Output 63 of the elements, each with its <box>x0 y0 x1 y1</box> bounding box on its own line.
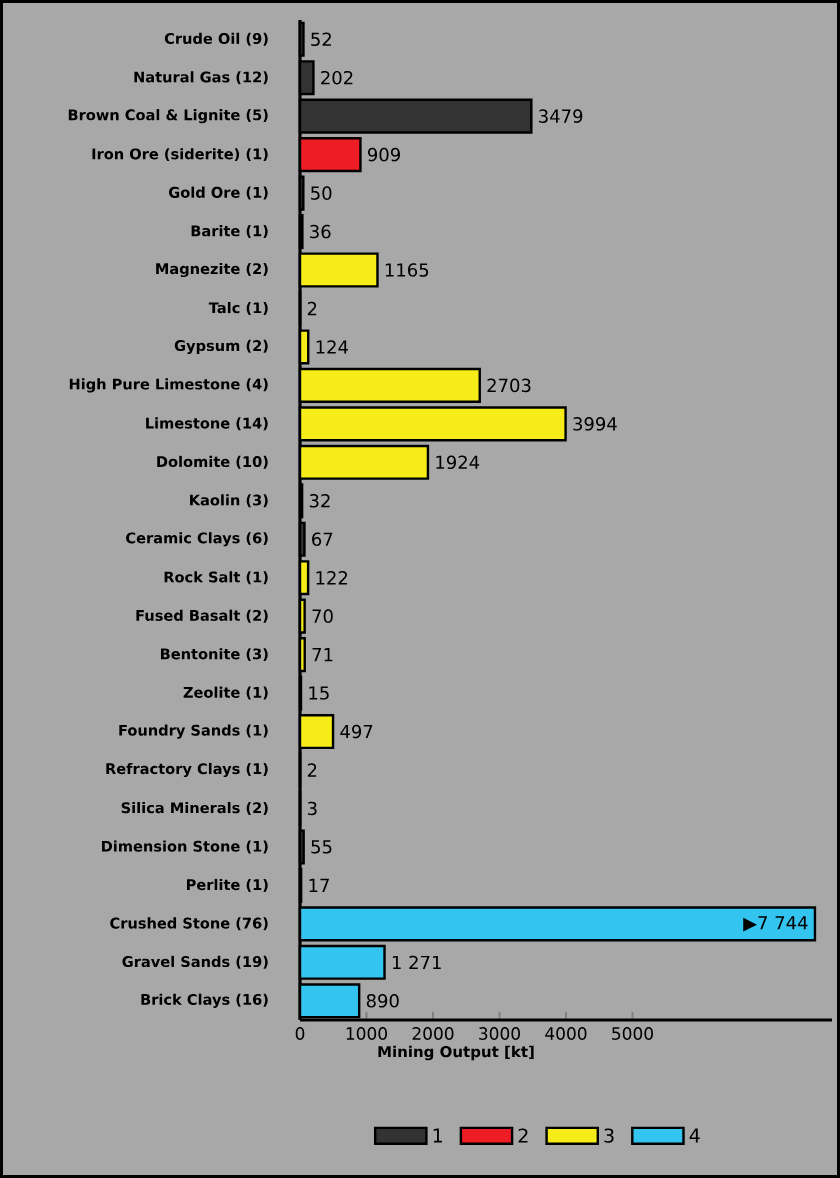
data-label: 67 <box>312 532 333 547</box>
y-tick-label: Crude Oil (9) <box>164 32 268 46</box>
x-axis-title: Mining Output [kt] <box>378 1045 534 1061</box>
data-label: 202 <box>321 70 353 85</box>
y-tick-label: Gold Ore (1) <box>169 186 268 200</box>
data-label: 71 <box>312 648 333 662</box>
x-tick-label: 4000 <box>545 1027 587 1040</box>
data-label: 52 <box>311 32 331 47</box>
legend-label: 4 <box>689 1128 700 1143</box>
y-tick-label: Zeolite (1) <box>183 686 268 700</box>
data-label: 50 <box>311 186 332 200</box>
data-label: 890 <box>366 993 399 1008</box>
data-label: 32 <box>309 493 330 508</box>
y-tick-label: Foundry Sands (1) <box>119 724 268 739</box>
data-label: 2 <box>307 763 317 777</box>
y-tick-label: Crushed Stone (76) <box>110 917 268 931</box>
data-label: ▶7 744 <box>743 916 808 932</box>
y-tick-label: Natural Gas (12) <box>134 71 268 85</box>
y-tick-label: Brick Clays (16) <box>141 993 268 1008</box>
y-tick-label: Kaolin (3) <box>190 494 268 508</box>
data-label: 2703 <box>487 378 531 393</box>
data-label: 1165 <box>385 263 429 277</box>
y-tick-label: Barite (1) <box>191 225 268 239</box>
x-tick-label: 0 <box>295 1027 305 1040</box>
data-label: 3 <box>307 801 317 816</box>
y-tick-label: Refractory Clays (1) <box>106 762 268 778</box>
y-tick-label: High Pure Limestone (4) <box>69 378 268 393</box>
legend-label: 1 <box>433 1128 442 1143</box>
data-label: 36 <box>310 224 331 239</box>
y-tick-label: Perlite (1) <box>187 878 268 892</box>
y-tick-label: Gravel Sands (19) <box>122 955 268 969</box>
data-label: 17 <box>309 878 329 892</box>
y-tick-label: Ceramic Clays (6) <box>126 532 268 547</box>
data-label: 70 <box>312 609 333 623</box>
x-tick-label: 5000 <box>612 1027 653 1040</box>
y-tick-label: Dimension Stone (1) <box>102 840 268 854</box>
data-label: 122 <box>316 571 348 585</box>
y-tick-label: Talc (1) <box>208 301 268 315</box>
y-tick-label: Rock Salt (1) <box>164 571 268 585</box>
y-tick-label: Brown Coal & Lignite (5) <box>68 109 268 124</box>
y-tick-label: Limestone (14) <box>146 417 268 431</box>
data-label: 1924 <box>436 455 480 470</box>
data-label: 3479 <box>539 109 583 123</box>
data-label: 497 <box>340 724 373 739</box>
x-tick-label: 1000 <box>346 1027 387 1040</box>
data-label: 55 <box>311 840 332 854</box>
y-tick-label: Magnezite (2) <box>156 262 268 278</box>
x-tick-label: 2000 <box>412 1027 454 1040</box>
legend-label: 2 <box>518 1128 528 1143</box>
y-tick-label: Silica Minerals (2) <box>121 801 268 815</box>
data-label: 909 <box>367 147 400 162</box>
data-label: 3994 <box>573 417 617 431</box>
y-tick-label: Dolomite (10) <box>157 455 268 469</box>
y-tick-label: Gypsum (2) <box>174 339 268 355</box>
y-tick-label: Fused Basalt (2) <box>136 609 268 623</box>
legend-label: 3 <box>604 1128 614 1143</box>
x-tick-label: 3000 <box>479 1027 520 1040</box>
data-label: 1 271 <box>392 955 441 969</box>
y-tick-label: Bentonite (3) <box>160 648 268 662</box>
data-label: 124 <box>316 340 348 354</box>
data-label: 2 <box>307 301 317 316</box>
data-label: 15 <box>309 686 329 700</box>
y-tick-label: Iron Ore (siderite) (1) <box>92 148 268 162</box>
